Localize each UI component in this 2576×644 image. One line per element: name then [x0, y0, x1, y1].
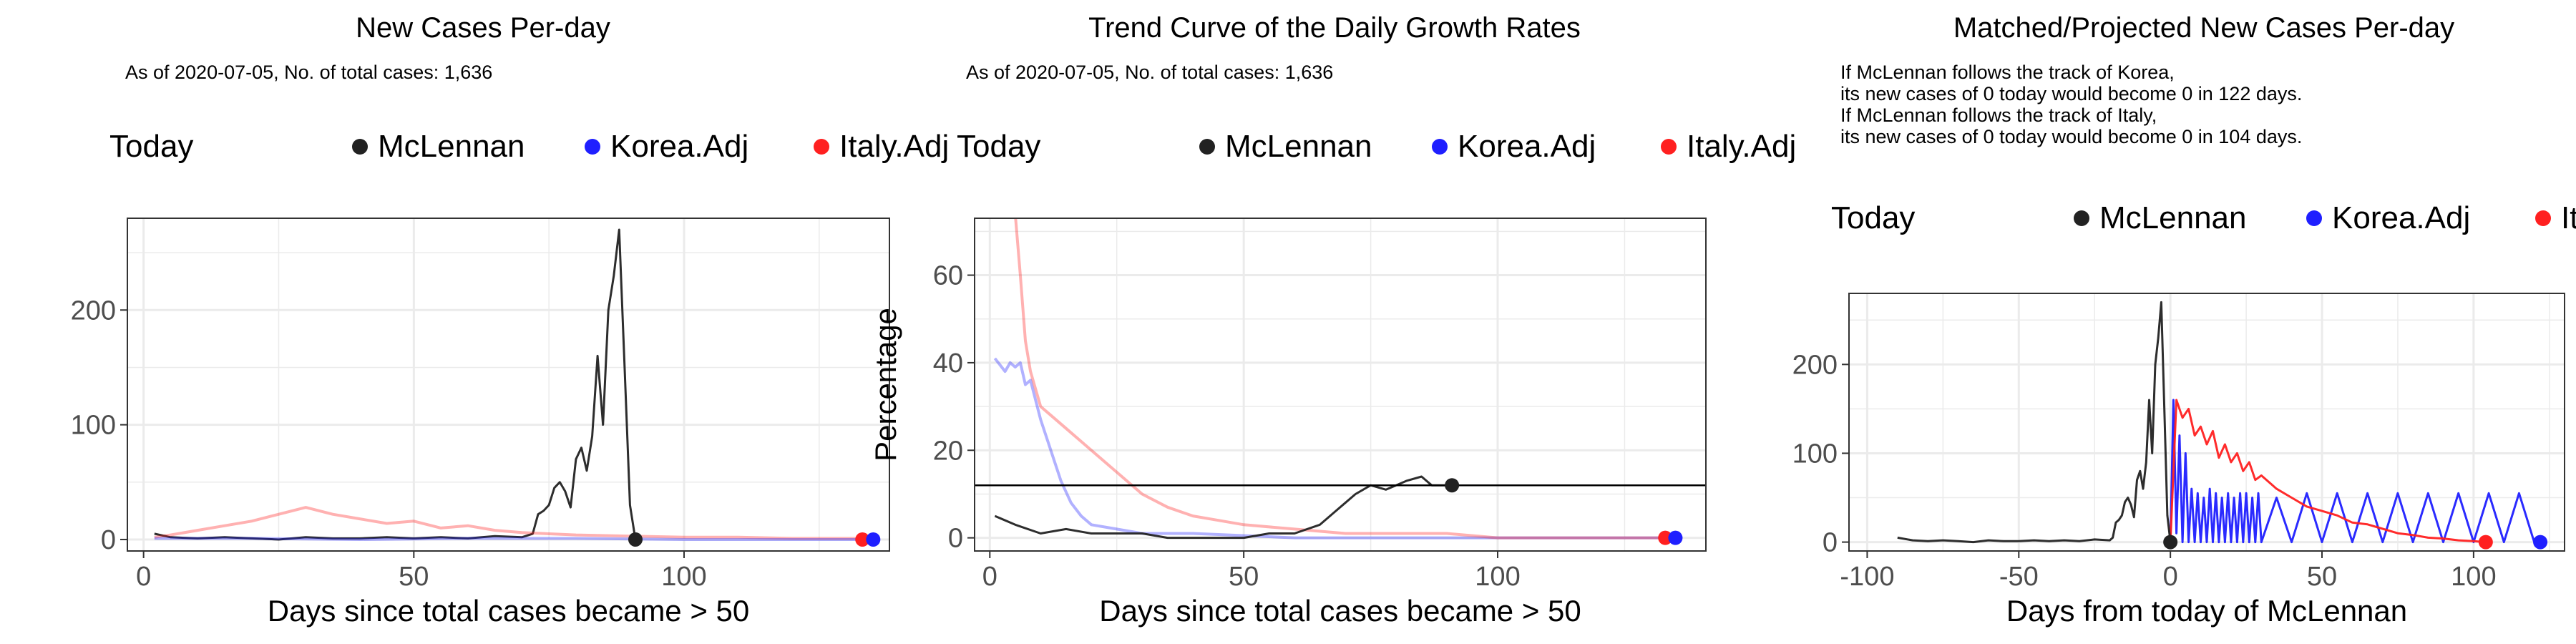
legend-marker [1432, 139, 1448, 155]
today-point-italy-adj [855, 532, 870, 547]
today-point-italy-adj [1658, 530, 1673, 545]
legend-label: Italy.Adj [839, 129, 949, 164]
series-line-korea-adj [993, 357, 1676, 540]
legend-marker [2074, 210, 2089, 226]
series-line-korea-adj [154, 537, 874, 541]
legend-title: Today [957, 129, 1040, 164]
today-point-korea-adj [866, 532, 881, 547]
x-tick-label: 0 [2163, 562, 2178, 592]
today-point-korea-adj [2533, 535, 2548, 550]
y-tick-label: 200 [1792, 350, 1838, 380]
x-tick-label: 50 [1229, 562, 1259, 592]
x-tick-label: 0 [982, 562, 997, 592]
series-line-italy-adj [2169, 399, 2486, 544]
chart-panel-2: Trend Curve of the Daily Growth Rates As … [869, 12, 1796, 628]
chart-subtitle-line: If McLennan follows the track of Italy, [1840, 104, 2157, 126]
panel-border [974, 218, 1707, 552]
today-point-korea-adj [1668, 530, 1683, 545]
y-axis-label: Percentage [869, 308, 902, 462]
chart-subtitle-line: As of 2020-07-05, No. of total cases: 1,… [125, 62, 492, 83]
legend-label: McLennan [1225, 129, 1372, 164]
series-group [993, 218, 1676, 540]
x-tick-label: 50 [399, 562, 429, 592]
chart-panel-1: New Cases Per-day As of 2020-07-05, No. o… [71, 12, 950, 628]
legend: Today McLennan Korea.Adj Italy.Adj [1831, 200, 2576, 235]
chart-title: Matched/Projected New Cases Per-day [1953, 12, 2454, 44]
y-tick-label: 0 [101, 525, 116, 555]
legend-marker [352, 139, 368, 155]
chart-title: New Cases Per-day [356, 12, 610, 44]
chart-title: Trend Curve of the Daily Growth Rates [1088, 12, 1581, 44]
legend-marker [585, 139, 600, 155]
series-group [154, 228, 874, 541]
legend-marker [814, 139, 829, 155]
legend-label: Korea.Adj [2332, 200, 2470, 235]
series-line-korea-adj [2169, 399, 2541, 544]
series-line-mclennan [994, 475, 1453, 540]
y-tick-label: 0 [1823, 528, 1838, 558]
grid [127, 218, 889, 551]
x-tick-label: 50 [2307, 562, 2337, 592]
legend-label: McLennan [378, 129, 525, 164]
today-point-mclennan [2163, 535, 2178, 550]
y-tick-label: 200 [71, 296, 116, 326]
panel-border [1848, 293, 2565, 552]
x-tick-label: 100 [2451, 562, 2496, 592]
grid [1849, 293, 2565, 551]
chart-panel-3: Matched/Projected New Cases Per-day If Mc… [1792, 12, 2576, 628]
y-tick-label: 40 [933, 348, 963, 379]
legend-marker [1199, 139, 1215, 155]
grid [975, 218, 1706, 551]
legend: Today McLennan Korea.Adj Italy.Adj [957, 129, 1796, 164]
legend-label: McLennan [2099, 200, 2246, 235]
chart-subtitle-line: If McLennan follows the track of Korea, [1840, 62, 2175, 83]
legend-title: Today [109, 129, 193, 164]
x-tick-label: 100 [661, 562, 706, 592]
legend-label: Italy.Adj [2561, 200, 2576, 235]
today-point-mclennan [1445, 478, 1460, 493]
series-line-italy-adj [1014, 218, 1666, 540]
legend: Today McLennan Korea.Adj Italy.Adj [109, 129, 949, 164]
x-tick-label: 0 [136, 562, 151, 592]
today-point-italy-adj [2478, 535, 2493, 550]
x-tick-label: -100 [1840, 562, 1894, 592]
legend-label: Korea.Adj [1458, 129, 1596, 164]
series-line-italy-adj [154, 506, 863, 540]
y-tick-label: 0 [948, 524, 963, 554]
today-point-mclennan [628, 532, 643, 547]
x-tick-label: 100 [1475, 562, 1520, 592]
legend-marker [1661, 139, 1677, 155]
chart-subtitle-line: its new cases of 0 today would become 0 … [1840, 126, 2302, 147]
chart-subtitle-line: its new cases of 0 today would become 0 … [1840, 83, 2302, 104]
chart-subtitle-line: As of 2020-07-05, No. of total cases: 1,… [966, 62, 1333, 83]
legend-label: Korea.Adj [610, 129, 748, 164]
y-tick-label: 60 [933, 261, 963, 291]
legend-label: Italy.Adj [1687, 129, 1796, 164]
x-tick-label: -50 [1999, 562, 2039, 592]
panel-border [127, 218, 890, 552]
y-tick-label: 100 [71, 411, 116, 441]
series-line-mclennan [154, 228, 637, 541]
y-tick-label: 100 [1792, 439, 1838, 469]
legend-title: Today [1831, 200, 1915, 235]
x-axis-label: Days since total cases became > 50 [268, 594, 750, 628]
series-group [1897, 301, 2541, 544]
x-axis-label: Days since total cases became > 50 [1099, 594, 1581, 628]
legend-marker [2306, 210, 2322, 226]
y-tick-label: 20 [933, 436, 963, 466]
legend-marker [2535, 210, 2551, 226]
series-line-mclennan [1897, 301, 2172, 544]
x-axis-label: Days from today of McLennan [2006, 594, 2407, 628]
